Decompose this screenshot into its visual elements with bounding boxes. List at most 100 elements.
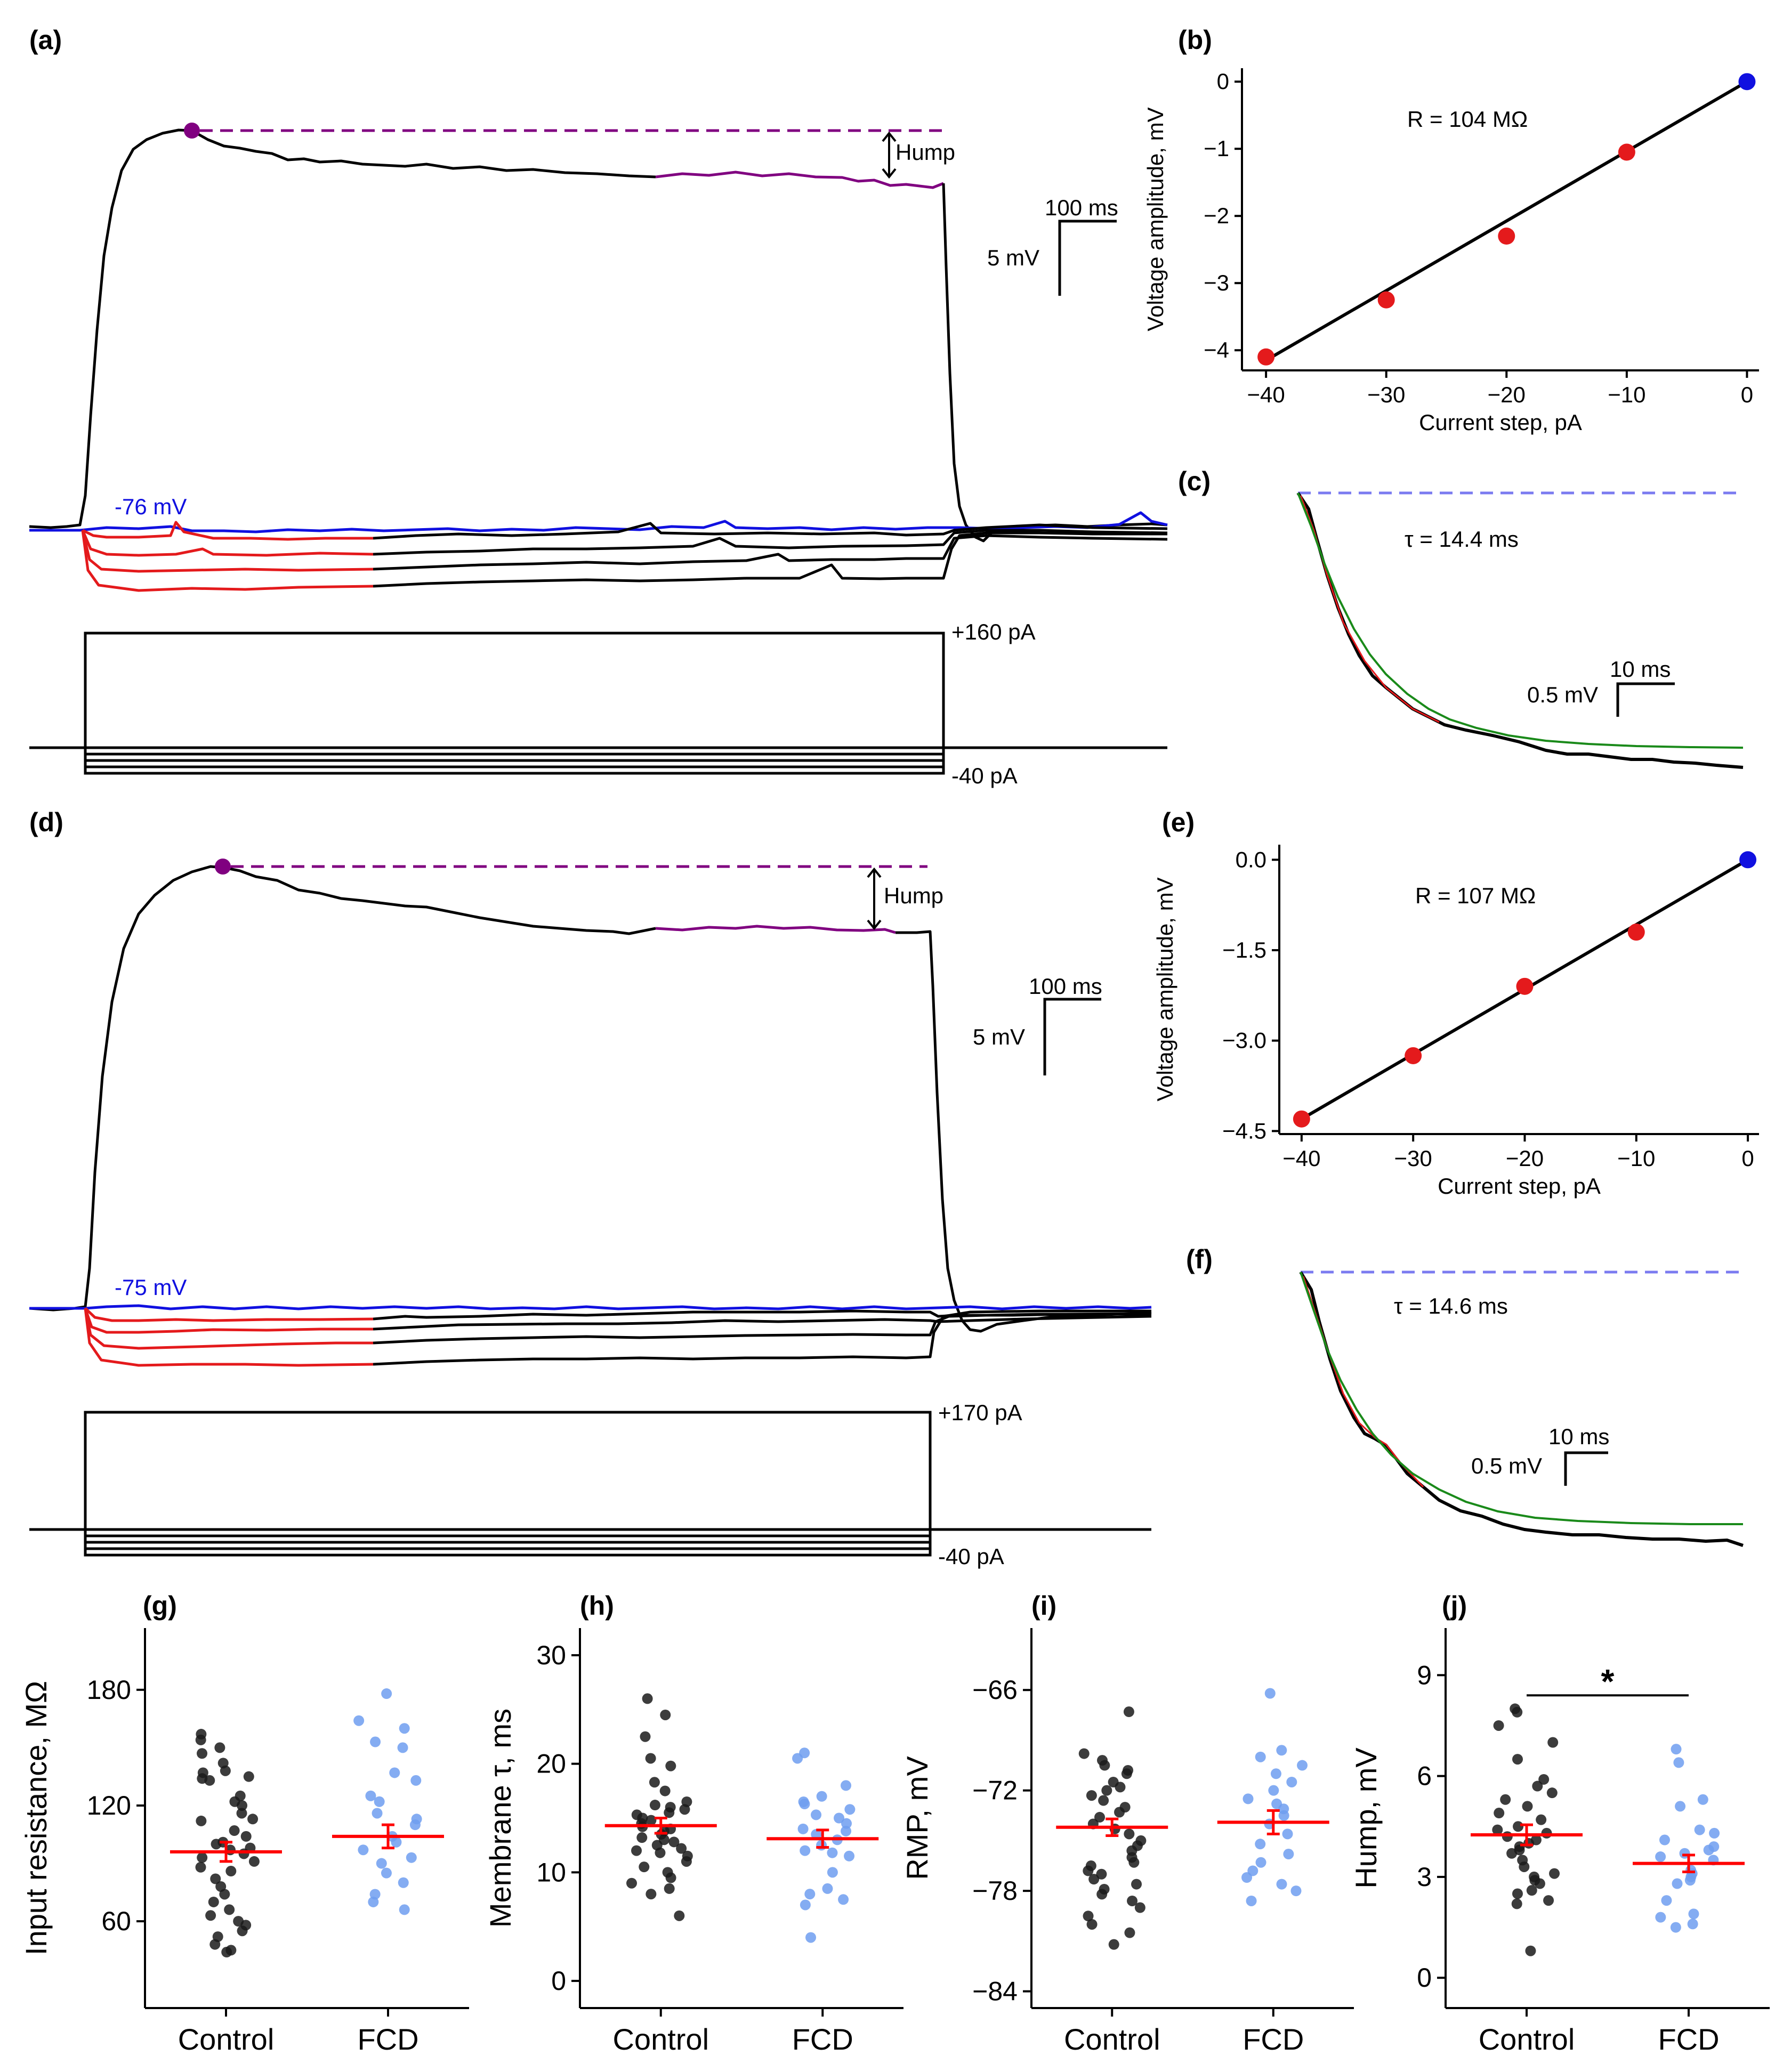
data-point-h bbox=[811, 1809, 822, 1820]
trace-d-red-4 bbox=[84, 1308, 374, 1367]
data-point-h bbox=[844, 1850, 855, 1861]
data-point-g bbox=[391, 1836, 402, 1848]
y-tick-label-i: −78 bbox=[972, 1876, 1018, 1906]
data-point-h bbox=[841, 1780, 852, 1791]
x-tick-label-e: −10 bbox=[1617, 1146, 1655, 1171]
data-point-g bbox=[195, 1861, 206, 1873]
resistance-label-b: R = 104 MΩ bbox=[1407, 107, 1528, 132]
scale-voltage-f: 0.5 mV bbox=[1471, 1453, 1542, 1478]
y-axis-title-i: RMP, mV bbox=[900, 1756, 934, 1880]
data-point-j bbox=[1493, 1720, 1504, 1731]
data-point-j bbox=[1655, 1912, 1666, 1923]
y-axis-title-j: Hump, mV bbox=[1349, 1747, 1383, 1889]
x-axis-title-e: Current step, pA bbox=[1438, 1173, 1601, 1199]
data-point-j bbox=[1494, 1808, 1505, 1819]
category-label-g: Control bbox=[178, 2022, 275, 2056]
y-tick-label-h: 0 bbox=[551, 1966, 566, 1996]
y-axis-title-b: Voltage amplitude, mV bbox=[1143, 107, 1168, 331]
x-tick-label-b: −40 bbox=[1247, 382, 1285, 407]
data-point-i bbox=[1243, 1793, 1254, 1804]
data-point-g bbox=[219, 1889, 230, 1900]
data-point-i bbox=[1088, 1874, 1100, 1885]
step-protocol-d bbox=[29, 1411, 1151, 1557]
data-point-g bbox=[409, 1819, 421, 1831]
trace-a-repolarization bbox=[942, 183, 1168, 543]
x-tick-label-e: −30 bbox=[1394, 1146, 1432, 1171]
data-point-h bbox=[639, 1861, 650, 1873]
data-point-h bbox=[665, 1872, 676, 1883]
panel-label-i: (i) bbox=[1031, 1591, 1056, 1621]
significance-marker-j: * bbox=[1601, 1662, 1615, 1701]
data-point-g bbox=[208, 1896, 219, 1907]
scale-bar-a bbox=[1058, 220, 1117, 296]
scale-voltage-a: 5 mV bbox=[987, 245, 1039, 270]
data-point-h bbox=[636, 1832, 648, 1843]
panel-a-traces bbox=[29, 128, 1168, 592]
tau-label-c: τ = 14.4 ms bbox=[1405, 527, 1519, 552]
data-point-i bbox=[1115, 1782, 1126, 1793]
panel-label-j: (j) bbox=[1442, 1591, 1467, 1621]
data-point-h bbox=[838, 1894, 849, 1905]
data-point-g bbox=[236, 1808, 247, 1819]
data-point-j bbox=[1709, 1827, 1720, 1839]
data-point-h bbox=[646, 1889, 657, 1900]
data-point-j bbox=[1525, 1945, 1536, 1956]
data-point-i bbox=[1276, 1745, 1287, 1756]
data-point-i bbox=[1114, 1807, 1125, 1818]
data-point-g bbox=[211, 1839, 222, 1850]
y-tick-label-g: 60 bbox=[101, 1906, 131, 1936]
step-protocol-a bbox=[29, 632, 1167, 775]
data-point-i bbox=[1278, 1810, 1289, 1821]
data-point-g bbox=[389, 1767, 400, 1778]
y-tick-label-j: 6 bbox=[1417, 1761, 1432, 1791]
data-point-h bbox=[664, 1807, 675, 1818]
data-point-g bbox=[376, 1858, 387, 1869]
tau-label-f: τ = 14.6 ms bbox=[1394, 1293, 1508, 1318]
data-point-h bbox=[827, 1847, 838, 1858]
data-point-h bbox=[649, 1777, 660, 1788]
trace-d-hump-segment bbox=[655, 925, 896, 934]
iv-chart-e: −40 −30 −20 −10 0 0.0 −1.5 −3.0 −4.5 Current step… bbox=[1152, 845, 1759, 1199]
data-point-j bbox=[1519, 1861, 1530, 1872]
y-axis-title-e: Voltage amplitude, mV bbox=[1152, 877, 1177, 1101]
data-point-g bbox=[374, 1796, 385, 1807]
scale-time-c: 10 ms bbox=[1610, 657, 1671, 682]
data-point-h bbox=[649, 1800, 660, 1811]
y-tick-label-j: 0 bbox=[1417, 1963, 1432, 1993]
trace-a-red-2 bbox=[81, 530, 374, 557]
data-point-e bbox=[1405, 1047, 1422, 1064]
data-point-i bbox=[1083, 1865, 1094, 1876]
data-point-h bbox=[804, 1889, 816, 1900]
data-point-j bbox=[1655, 1851, 1666, 1863]
hump-label-d: Hump bbox=[884, 883, 943, 908]
data-point-i bbox=[1286, 1776, 1297, 1787]
data-point-i bbox=[1264, 1688, 1276, 1699]
hump-label-a: Hump bbox=[896, 140, 955, 165]
data-point-i bbox=[1270, 1768, 1281, 1779]
data-point-g bbox=[204, 1775, 215, 1786]
data-point-e bbox=[1627, 924, 1645, 941]
data-point-g bbox=[224, 1904, 235, 1915]
data-point-g bbox=[399, 1723, 410, 1734]
data-point-g bbox=[399, 1904, 410, 1915]
data-point-h bbox=[676, 1843, 687, 1854]
trace-a-black-2 bbox=[373, 529, 1168, 556]
data-point-j bbox=[1522, 1801, 1533, 1812]
y-tick-label-i: −72 bbox=[972, 1776, 1018, 1806]
data-point-h bbox=[642, 1693, 653, 1704]
data-point-j bbox=[1661, 1895, 1672, 1906]
category-label-g: FCD bbox=[357, 2022, 418, 2056]
category-label-j: Control bbox=[1479, 2022, 1575, 2056]
data-point-h bbox=[816, 1791, 827, 1802]
data-point-j bbox=[1512, 1888, 1523, 1899]
scale-time-a: 100 ms bbox=[1045, 195, 1118, 220]
data-point-i bbox=[1096, 1868, 1107, 1880]
step-top-label-a: +160 pA bbox=[951, 619, 1036, 644]
category-label-i: Control bbox=[1064, 2022, 1160, 2056]
data-point-i bbox=[1094, 1811, 1106, 1823]
trace-a-red-4 bbox=[81, 530, 374, 592]
scale-voltage-c: 0.5 mV bbox=[1527, 682, 1598, 707]
data-point-j bbox=[1672, 1878, 1683, 1889]
trace-a-black-1 bbox=[373, 522, 1168, 540]
data-point-j bbox=[1546, 1787, 1558, 1799]
